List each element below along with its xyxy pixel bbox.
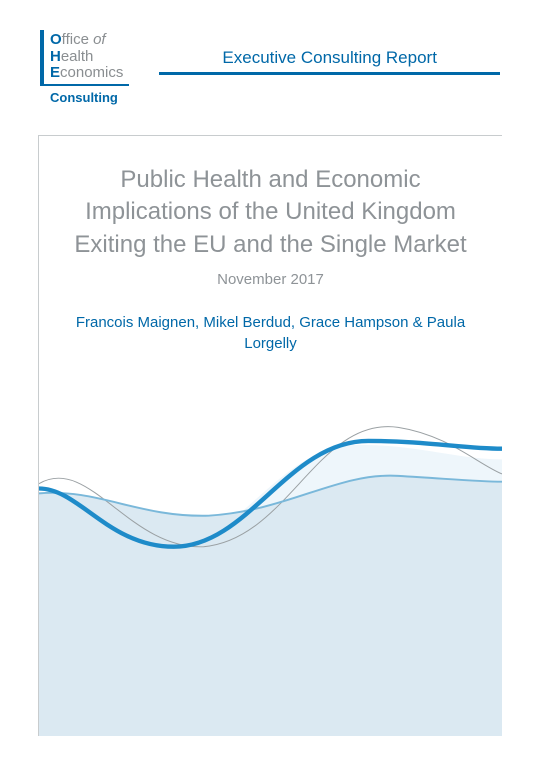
report-cover-panel: Public Health and Economic Implications … [38,135,502,736]
header-report-type: Executive Consulting Report [159,48,500,75]
report-date: November 2017 [39,271,502,288]
report-authors: Francois Maignen, Mikel Berdud, Grace Ha… [39,312,502,354]
logo-line-3: Economics [50,65,123,82]
logo-sub-text: Consulting [50,90,118,105]
decorative-waves [39,406,502,736]
logo-main: Office of Health Economics [40,30,129,86]
ohe-logo: Office of Health Economics Consulting [40,30,129,107]
report-title: Public Health and Economic Implications … [39,136,502,261]
logo-line-2: Health [50,49,123,66]
logo-sub: Consulting [40,86,129,107]
logo-line-1: Office of [50,32,123,49]
